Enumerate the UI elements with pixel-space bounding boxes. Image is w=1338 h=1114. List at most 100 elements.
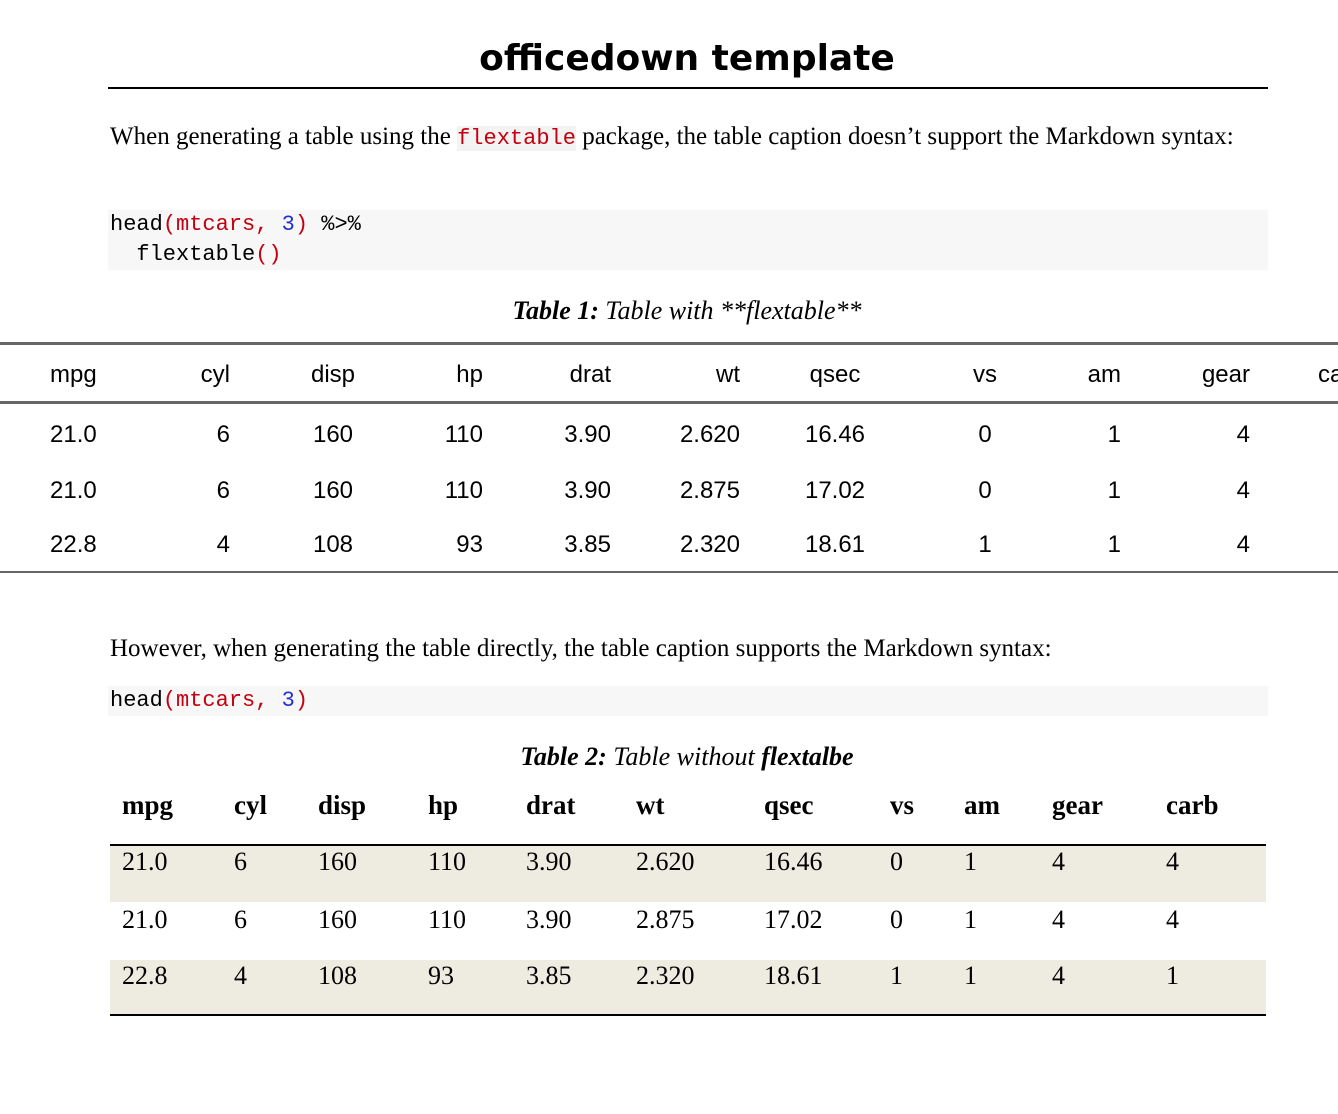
- header-cell: drat: [526, 790, 576, 820]
- cell: 6: [234, 847, 247, 876]
- rule: [0, 571, 1338, 573]
- code-token: ): [294, 688, 309, 713]
- header-cell: mpg: [50, 361, 97, 388]
- caption-text: Table with **flextable**: [605, 296, 862, 325]
- cell: 3.85: [564, 531, 611, 558]
- rule: [110, 1014, 1266, 1016]
- table: mpg cyl disp hp drat wt qsec vs am gear carb 21.0 6 1…: [0, 342, 1338, 574]
- code-token: head: [110, 212, 163, 237]
- cell: 22.8: [122, 961, 168, 990]
- code-line: flextable(): [110, 240, 282, 270]
- cell: 21.0: [50, 421, 97, 448]
- caption: Table 2: Table without flextalbe: [0, 742, 1338, 772]
- cell: 3.90: [526, 847, 572, 876]
- cell: 1: [890, 961, 903, 990]
- rule: [110, 844, 1266, 846]
- cell: 4: [234, 961, 247, 990]
- caption-label: Table 2:: [520, 742, 607, 771]
- header-cell: cyl: [234, 790, 267, 820]
- cell: 16.46: [804, 421, 866, 448]
- header-cell: wt: [636, 790, 665, 820]
- cell: 93: [428, 961, 454, 990]
- paragraph: However, when generating the table direc…: [110, 635, 1052, 662]
- cell: 17.02: [764, 905, 823, 934]
- table: mpg cyl disp hp drat wt qsec vs am gear carb 21.0 6 1…: [0, 780, 1338, 1020]
- code-token: (): [255, 242, 282, 267]
- cell: 1: [1166, 961, 1179, 990]
- cell: 4: [1236, 477, 1250, 504]
- row-bg: [110, 960, 1266, 1015]
- cell: 6: [216, 477, 230, 504]
- header-cell: disp: [318, 790, 367, 820]
- rule: [0, 342, 1338, 345]
- code-token: head: [110, 688, 163, 713]
- code-line: head(mtcars, 3) %>%: [110, 210, 361, 240]
- cell: 4: [1236, 421, 1250, 448]
- caption-text: Table without: [613, 742, 762, 771]
- caption-label: Table 1:: [512, 296, 599, 325]
- cell: 2.875: [679, 477, 740, 504]
- cell: 0: [978, 477, 992, 504]
- cell: 6: [234, 905, 247, 934]
- cell: 1: [964, 847, 977, 876]
- code-token: (mtcars,: [162, 212, 282, 237]
- header-cell: hp: [456, 361, 483, 388]
- code-block: head(mtcars, 3): [108, 686, 1268, 716]
- cell: 1: [1107, 421, 1121, 448]
- cell: 21.0: [122, 847, 168, 876]
- header-cell: qsec: [809, 361, 861, 388]
- cell: 160: [312, 421, 354, 448]
- cell: 110: [428, 905, 467, 934]
- cell: 4: [1166, 905, 1179, 934]
- header-cell: drat: [569, 361, 611, 388]
- cell: 3.90: [564, 421, 611, 448]
- cell: 3.90: [526, 905, 572, 934]
- caption-bold: flextalbe: [761, 742, 854, 771]
- cell: 160: [318, 847, 357, 876]
- cell: 4: [1166, 847, 1179, 876]
- code-line: head(mtcars, 3): [110, 686, 308, 716]
- caption: Table 1: Table with **flextable**: [0, 296, 1338, 326]
- cell: 2.875: [636, 905, 695, 934]
- cell: 18.61: [764, 961, 823, 990]
- title-rule: [108, 87, 1268, 89]
- code-token: flextable: [110, 242, 256, 267]
- cell: 2.620: [636, 847, 695, 876]
- header-cell: cyl: [200, 361, 230, 388]
- header-cell: qsec: [764, 790, 814, 820]
- header-cell: wt: [716, 361, 740, 388]
- cell: 4: [216, 531, 230, 558]
- cell: 22.8: [50, 531, 97, 558]
- cell: 2.320: [679, 531, 740, 558]
- cell: 1: [1107, 531, 1121, 558]
- cell: 3.90: [564, 477, 611, 504]
- header-cell: am: [1087, 361, 1121, 388]
- cell: 1: [964, 961, 977, 990]
- cell: 4: [1052, 905, 1065, 934]
- code-token: 3: [281, 212, 295, 237]
- cell: 4: [1236, 531, 1250, 558]
- cell: 160: [312, 477, 354, 504]
- header-cell: am: [964, 790, 1000, 820]
- cell: 21.0: [50, 477, 97, 504]
- cell: 18.61: [804, 531, 866, 558]
- cell: 6: [216, 421, 230, 448]
- cell: 17.02: [804, 477, 866, 504]
- header-cell: disp: [310, 361, 356, 388]
- text: package, the table caption doesn’t suppo…: [575, 123, 1234, 150]
- cell: 16.46: [764, 847, 823, 876]
- cell: 4: [1052, 961, 1065, 990]
- cell: 108: [312, 531, 354, 558]
- header-cell: vs: [890, 790, 915, 820]
- cell: 0: [890, 905, 903, 934]
- cell: 0: [890, 847, 903, 876]
- header-cell: gear: [1052, 790, 1103, 820]
- cell: 108: [318, 961, 357, 990]
- cell: 1: [1107, 477, 1121, 504]
- code-block: head(mtcars, 3) %>% flextable(): [108, 210, 1268, 270]
- cell: 2.620: [679, 421, 740, 448]
- header-cell: gear: [1201, 361, 1250, 388]
- cell: 110: [444, 477, 483, 504]
- cell: 93: [456, 531, 483, 558]
